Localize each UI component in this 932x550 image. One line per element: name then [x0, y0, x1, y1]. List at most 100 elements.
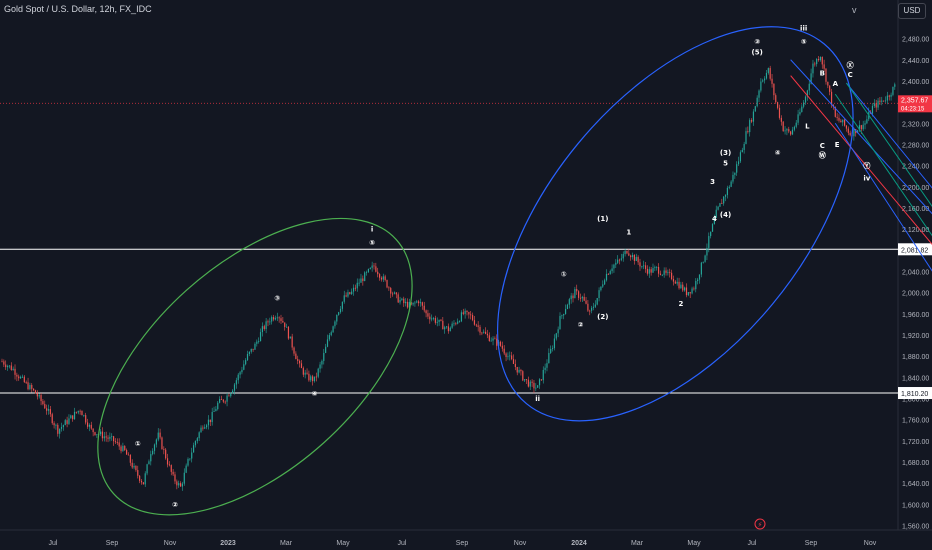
candle-body — [254, 343, 256, 350]
candle-body — [717, 206, 719, 210]
candle-body — [124, 445, 126, 451]
candle-body — [209, 419, 211, 423]
candle-body — [631, 254, 634, 258]
candle-body — [116, 442, 118, 443]
candle-body — [338, 312, 340, 315]
candle-body — [618, 259, 621, 261]
candle-body — [624, 250, 626, 255]
candle-body — [341, 301, 343, 309]
candle-body — [377, 271, 379, 275]
candle-body — [172, 471, 174, 475]
candle-body — [313, 376, 316, 382]
candle-body — [77, 410, 79, 413]
y-tick-label: 1,600.00 — [902, 502, 929, 509]
candle-body — [581, 296, 583, 299]
candle-body — [879, 100, 881, 102]
candle-body — [185, 465, 187, 473]
candle-body — [743, 143, 745, 150]
wave-label: 2 — [678, 300, 683, 308]
candle-body — [732, 174, 734, 182]
candle-body — [713, 217, 715, 225]
candle-body — [620, 258, 622, 260]
collapse-chevron-icon[interactable]: v — [852, 5, 857, 15]
candle-body — [66, 420, 68, 424]
candle-body — [109, 436, 111, 439]
x-tick-label: Sep — [805, 540, 818, 547]
current-price-label: 2,357.67 — [901, 97, 928, 104]
wave-label: iv — [863, 174, 870, 182]
x-tick-label: 2024 — [571, 540, 587, 547]
candle-body — [661, 274, 663, 276]
wave-label: ② — [172, 501, 178, 509]
candle-body — [81, 410, 83, 416]
candle-body — [233, 384, 236, 391]
candle-body — [34, 390, 37, 394]
candle-body — [16, 374, 18, 377]
candle-body — [691, 288, 693, 294]
candle-body — [360, 278, 362, 283]
candle-body — [269, 321, 271, 323]
candle-body — [393, 292, 396, 294]
green-wave-ellipse — [97, 217, 413, 516]
candle-body — [113, 436, 115, 442]
candle-body — [241, 369, 243, 373]
candle-body — [432, 318, 435, 319]
candle-body — [777, 102, 779, 108]
candle-body — [825, 68, 827, 82]
candle-body — [272, 317, 275, 320]
candle-body — [888, 95, 890, 97]
candle-body — [650, 269, 652, 273]
x-tick-label: Jul — [49, 540, 58, 547]
candle-body — [719, 203, 721, 207]
candle-body — [760, 81, 762, 91]
candle-body — [287, 326, 290, 339]
candle-body — [31, 384, 33, 389]
candle-body — [319, 364, 321, 369]
projection-line-blue — [790, 59, 932, 215]
candle-body — [170, 465, 172, 472]
candle-body — [561, 315, 563, 317]
wave-label: ⑤ — [369, 239, 375, 247]
candle-body — [414, 302, 416, 304]
y-tick-label: 2,160.00 — [902, 206, 929, 213]
candle-body — [304, 372, 306, 375]
candle-body — [85, 415, 87, 423]
candle-body — [496, 338, 498, 346]
candle-body — [310, 376, 312, 381]
candle-body — [747, 131, 749, 133]
candle-body — [589, 310, 591, 312]
candle-body — [843, 119, 846, 126]
y-tick-label: 2,200.00 — [902, 185, 929, 192]
candle-body — [804, 96, 807, 103]
candle-body — [245, 360, 247, 365]
candle-body — [611, 268, 613, 272]
candle-body — [617, 259, 619, 263]
candle-body — [490, 340, 492, 342]
candle-body — [451, 323, 453, 328]
projection-line-red — [790, 75, 932, 245]
candle-body — [698, 274, 701, 280]
candle-body — [468, 311, 470, 315]
wave-label: Ⓦ — [819, 151, 826, 160]
candle-body — [79, 410, 81, 412]
candle-body — [373, 265, 375, 267]
candle-body — [464, 310, 466, 314]
candle-body — [836, 116, 838, 118]
currency-badge[interactable]: USD — [898, 3, 926, 19]
candle-body — [572, 295, 574, 299]
y-tick-label: 2,480.00 — [902, 37, 929, 44]
candle-body — [780, 117, 782, 122]
candle-body — [607, 273, 609, 275]
candle-body — [166, 458, 169, 465]
candle-body — [96, 434, 98, 436]
candle-body — [282, 320, 284, 323]
candle-body — [315, 376, 317, 378]
candle-body — [871, 105, 874, 114]
candle-body — [243, 364, 245, 370]
candle-body — [613, 264, 615, 269]
candle-body — [317, 368, 319, 377]
candle-body — [723, 196, 725, 204]
candle-body — [819, 56, 821, 61]
candle-body — [196, 438, 198, 442]
